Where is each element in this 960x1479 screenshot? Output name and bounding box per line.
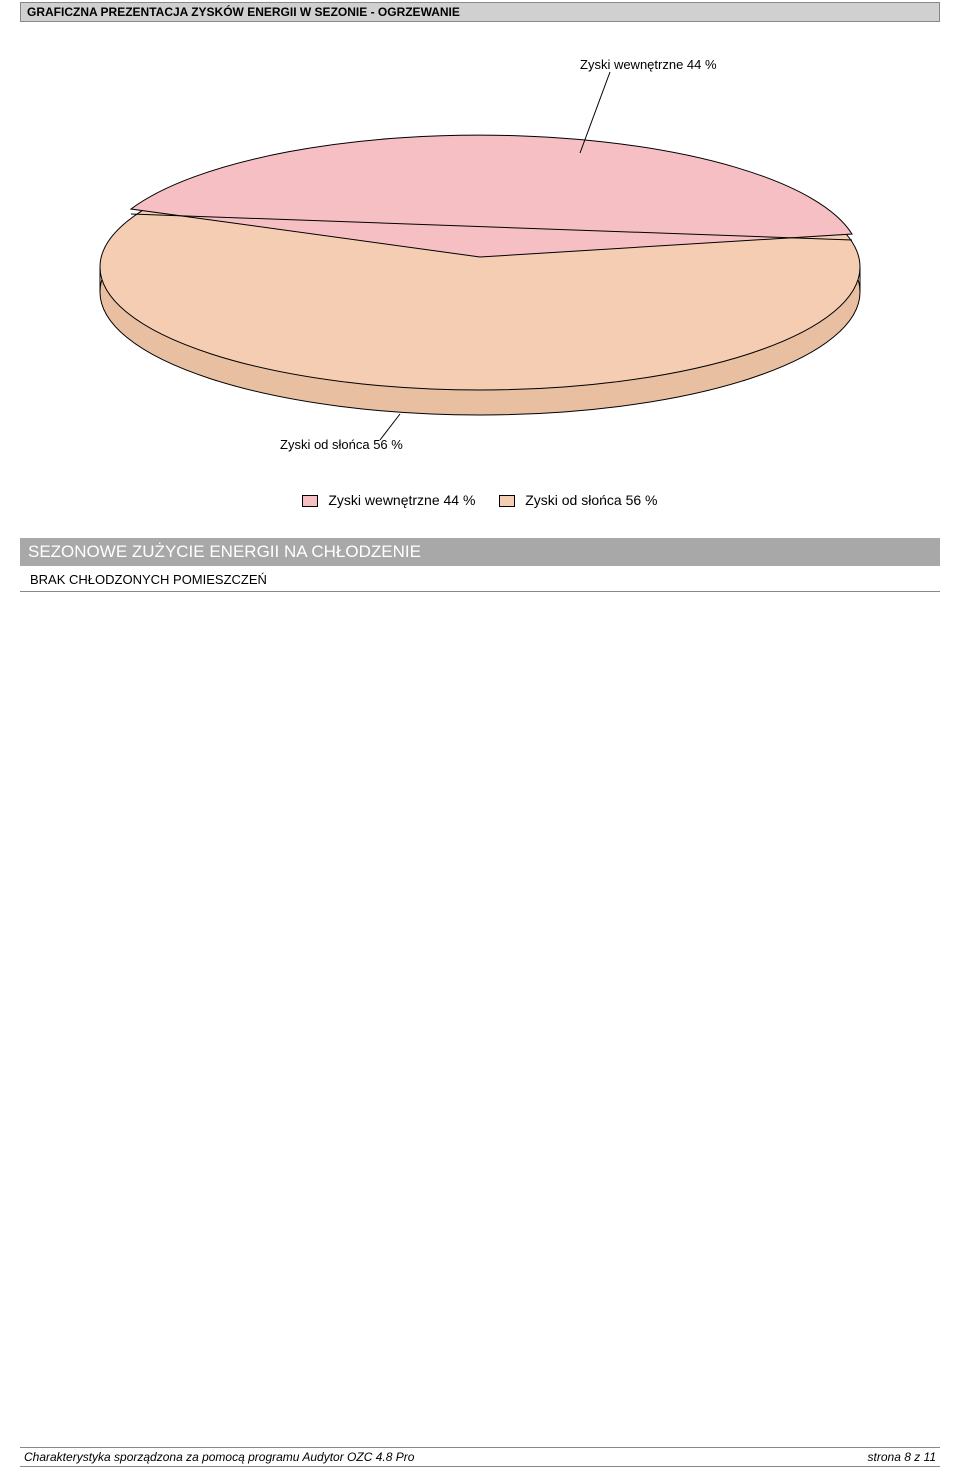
legend-swatch-solar [499,495,515,507]
callout-internal-gains: Zyski wewnętrzne 44 % [580,57,717,72]
section-cooling-note: BRAK CHŁODZONYCH POMIESZCZEŃ [20,566,940,592]
legend-label-solar: Zyski od słońca 56 % [525,492,657,508]
footer-left: Charakterystyka sporządzona za pomocą pr… [24,1450,414,1464]
callout-solar-gains: Zyski od słońca 56 % [280,437,403,452]
pie-chart-area: Zyski wewnętrzne 44 % Zyski od słońca 56… [20,32,940,462]
section-cooling-title: SEZONOWE ZUŻYCIE ENERGII NA CHŁODZENIE [20,538,940,566]
legend: Zyski wewnętrzne 44 % Zyski od słońca 56… [20,492,940,508]
legend-swatch-internal [302,495,318,507]
legend-item-internal: Zyski wewnętrzne 44 % [302,492,475,508]
pie-chart-svg [20,32,940,462]
footer-right: strona 8 z 11 [868,1450,936,1464]
page-footer: Charakterystyka sporządzona za pomocą pr… [20,1447,940,1467]
page-header: GRAFICZNA PREZENTACJA ZYSKÓW ENERGII W S… [20,2,940,22]
legend-item-solar: Zyski od słońca 56 % [499,492,657,508]
legend-label-internal: Zyski wewnętrzne 44 % [328,492,475,508]
